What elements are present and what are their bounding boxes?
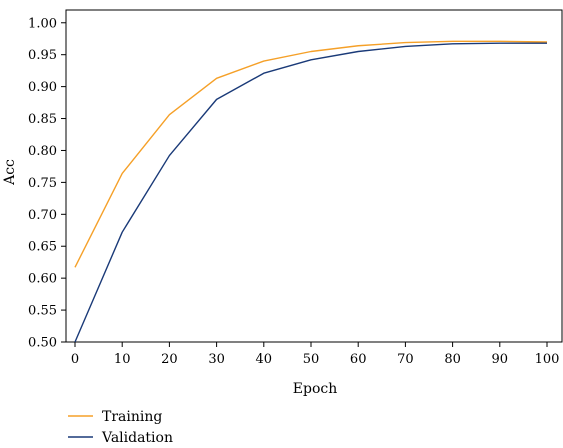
x-tick-label: 30 — [208, 352, 225, 367]
x-tick-label: 0 — [71, 352, 79, 367]
x-tick-label: 70 — [397, 352, 414, 367]
x-tick-label: 100 — [535, 352, 560, 367]
legend-label-training: Training — [102, 409, 162, 425]
y-tick-label: 0.75 — [28, 176, 57, 191]
plot-border — [65, 9, 563, 343]
x-axis-ticks: 0 10 20 30 40 50 60 70 80 90 100 — [71, 342, 560, 367]
y-tick-label: 0.90 — [28, 80, 57, 95]
y-tick-label: 0.65 — [28, 240, 57, 255]
x-tick-label: 40 — [256, 352, 273, 367]
x-tick-label: 80 — [444, 352, 461, 367]
series-line-validation — [74, 42, 547, 343]
y-tick-label: 0.80 — [28, 144, 57, 159]
legend: Training Validation — [68, 409, 173, 446]
x-tick-label: 10 — [114, 352, 131, 367]
y-axis-ticks: 0.50 0.55 0.60 0.65 0.70 0.75 0.80 0.85 0.90 0.95… — [28, 16, 66, 351]
plot-frame — [65, 9, 563, 343]
y-tick-label: 0.95 — [28, 48, 57, 63]
y-tick-label: 0.60 — [28, 272, 57, 287]
y-axis-title: Acc — [2, 159, 18, 186]
x-axis-title: Epoch — [293, 381, 337, 397]
series-lines — [74, 40, 548, 343]
x-tick-label: 20 — [161, 352, 178, 367]
x-tick-label: 60 — [350, 352, 367, 367]
y-tick-label: 1.00 — [28, 16, 57, 31]
legend-label-validation: Validation — [101, 430, 173, 446]
y-tick-label: 0.70 — [28, 208, 57, 223]
y-tick-label: 0.50 — [28, 336, 57, 351]
y-tick-label: 0.55 — [28, 304, 57, 319]
y-tick-label: 0.85 — [28, 112, 57, 127]
series-line-training — [74, 40, 548, 268]
x-tick-label: 50 — [303, 352, 320, 367]
x-tick-label: 90 — [492, 352, 509, 367]
